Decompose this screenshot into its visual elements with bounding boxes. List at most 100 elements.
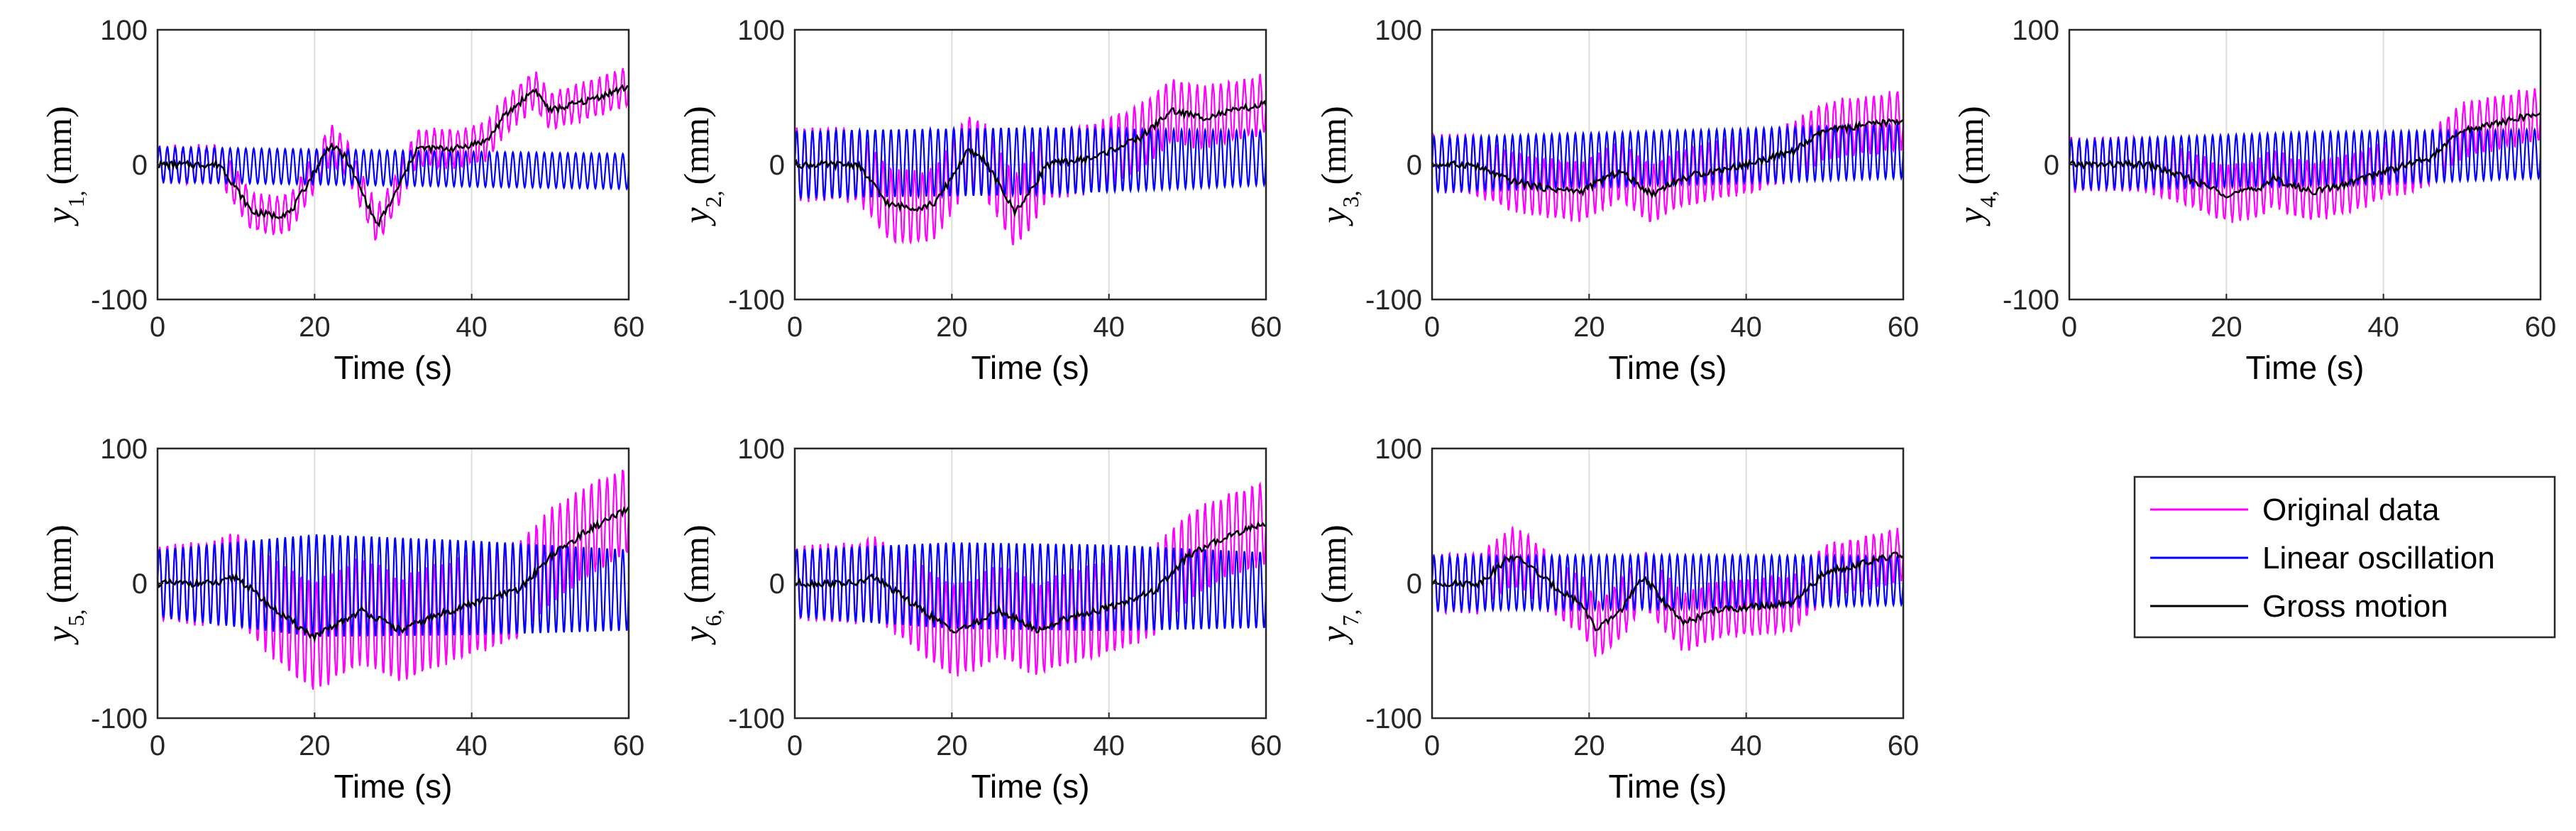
x-tick-label: 60	[613, 312, 645, 343]
legend-label-orig: Original data	[2262, 492, 2440, 527]
x-axis-label: Time (s)	[971, 768, 1090, 805]
y-tick-label: 0	[1407, 568, 1422, 600]
x-tick-label: 20	[936, 730, 968, 761]
legend-label-lin: Linear oscillation	[2262, 541, 2495, 576]
series-gross-motion	[795, 99, 1266, 218]
x-tick-label: 0	[787, 312, 803, 343]
x-tick-label: 60	[613, 730, 645, 761]
x-axis-label: Time (s)	[334, 768, 453, 805]
x-axis-label: Time (s)	[334, 349, 453, 386]
x-tick-label: 60	[1888, 312, 1920, 343]
x-tick-label: 40	[1730, 730, 1762, 761]
x-tick-label: 0	[1424, 312, 1440, 343]
x-tick-label: 40	[1093, 730, 1125, 761]
x-tick-label: 0	[2062, 312, 2077, 343]
y-axis-unit: (mm)	[676, 106, 716, 185]
y-tick-label: 0	[769, 150, 785, 181]
series-gross-motion	[2069, 111, 2541, 199]
x-axis-label: Time (s)	[1609, 768, 1727, 805]
y-axis-label: y3, (mm)	[1314, 106, 1363, 226]
legend-label-gross: Gross motion	[2262, 589, 2448, 624]
x-axis-label: Time (s)	[2246, 349, 2365, 386]
y-axis-subscript: 7,	[1338, 609, 1363, 626]
x-tick-label: 20	[299, 730, 331, 761]
y-tick-label: 100	[100, 434, 148, 465]
series-linear-oscillation	[1432, 552, 1903, 613]
y-axis-unit: (mm)	[1314, 106, 1353, 185]
y-tick-label: -100	[91, 703, 148, 734]
x-tick-label: 20	[1573, 312, 1605, 343]
y-tick-label: 0	[1407, 150, 1422, 181]
y-tick-label: 100	[100, 15, 148, 46]
y-axis-var: y	[1951, 207, 1991, 227]
y-tick-label: -100	[1365, 285, 1422, 316]
x-tick-label: 20	[1573, 730, 1605, 761]
x-axis-label: Time (s)	[1609, 349, 1727, 386]
y-axis-label: y6, (mm)	[676, 524, 726, 645]
y-tick-label: 100	[737, 434, 785, 465]
y-axis-subscript: 6,	[700, 609, 726, 626]
x-axis-label: Time (s)	[971, 349, 1090, 386]
y-axis-label: y1, (mm)	[39, 106, 89, 226]
y-axis-subscript: 5,	[63, 609, 89, 626]
y-axis-subscript: 2,	[700, 190, 726, 207]
series-linear-oscillation	[158, 145, 629, 191]
y-tick-label: 100	[1375, 434, 1422, 465]
x-tick-label: 40	[1093, 312, 1125, 343]
y-tick-label: 0	[132, 568, 148, 600]
y-axis-label: y4, (mm)	[1951, 106, 2000, 226]
y-axis-unit: (mm)	[1951, 106, 1991, 185]
y-tick-label: -100	[2003, 285, 2059, 316]
y-tick-label: 100	[737, 15, 785, 46]
y-tick-label: 100	[1375, 15, 1422, 46]
y-axis-unit: (mm)	[39, 106, 79, 185]
y-axis-subscript: 3,	[1338, 190, 1363, 207]
y-axis-var: y	[39, 207, 79, 227]
y-axis-subscript: 4,	[1975, 190, 2000, 207]
x-tick-label: 60	[1888, 730, 1920, 761]
x-tick-label: 0	[1424, 730, 1440, 761]
x-tick-label: 40	[2367, 312, 2399, 343]
series-linear-oscillation	[795, 542, 1266, 632]
series-gross-motion	[1432, 118, 1903, 199]
x-tick-label: 40	[456, 730, 488, 761]
x-tick-label: 40	[456, 312, 488, 343]
x-tick-label: 0	[150, 312, 165, 343]
x-tick-label: 20	[936, 312, 968, 343]
y-axis-unit: (mm)	[1314, 524, 1353, 603]
series-linear-oscillation	[795, 124, 1266, 202]
y-axis-unit: (mm)	[676, 524, 716, 603]
y-axis-var: y	[1314, 626, 1353, 646]
x-tick-label: 0	[787, 730, 803, 761]
series-gross-motion	[795, 521, 1266, 634]
x-tick-label: 20	[2211, 312, 2242, 343]
x-tick-label: 60	[1250, 312, 1282, 343]
series-gross-motion	[1432, 551, 1903, 632]
y-tick-label: -100	[1365, 703, 1422, 734]
y-axis-var: y	[39, 626, 79, 646]
y-tick-label: -100	[728, 285, 785, 316]
y-tick-label: 100	[2012, 15, 2059, 46]
y-axis-var: y	[676, 207, 716, 227]
y-axis-var: y	[1314, 207, 1353, 227]
y-axis-unit: (mm)	[39, 524, 79, 603]
y-axis-label: y2, (mm)	[676, 106, 726, 226]
y-axis-var: y	[676, 626, 716, 646]
y-tick-label: 0	[2044, 150, 2059, 181]
y-axis-subscript: 1,	[63, 190, 89, 207]
series-gross-motion	[158, 84, 629, 228]
y-tick-label: -100	[91, 285, 148, 316]
series-gross-motion	[158, 505, 629, 644]
y-axis-label: y7, (mm)	[1314, 524, 1363, 645]
x-tick-label: 20	[299, 312, 331, 343]
y-tick-label: 0	[769, 568, 785, 600]
series-linear-oscillation	[1432, 121, 1903, 194]
